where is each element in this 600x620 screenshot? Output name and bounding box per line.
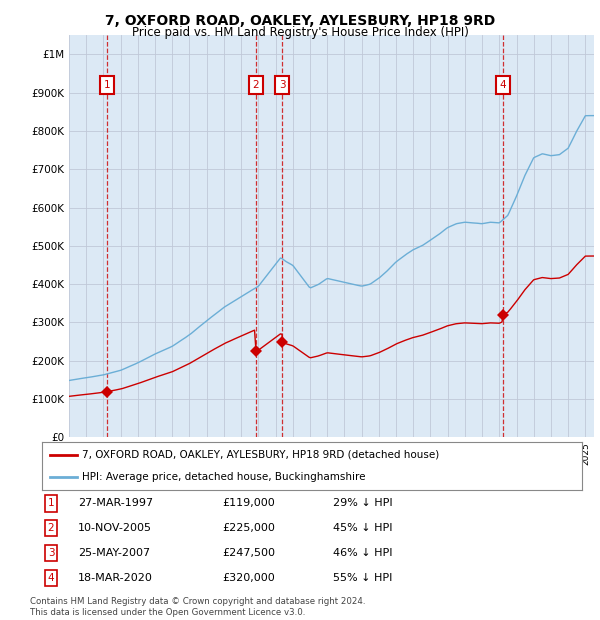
Text: 4: 4 — [500, 80, 506, 90]
Text: 2: 2 — [47, 523, 55, 533]
Text: £225,000: £225,000 — [222, 523, 275, 533]
Text: 29% ↓ HPI: 29% ↓ HPI — [333, 498, 392, 508]
Text: 3: 3 — [47, 548, 55, 558]
Text: 27-MAR-1997: 27-MAR-1997 — [78, 498, 153, 508]
Text: 55% ↓ HPI: 55% ↓ HPI — [333, 573, 392, 583]
Text: 25-MAY-2007: 25-MAY-2007 — [78, 548, 150, 558]
Text: £247,500: £247,500 — [222, 548, 275, 558]
Text: £320,000: £320,000 — [222, 573, 275, 583]
Text: 45% ↓ HPI: 45% ↓ HPI — [333, 523, 392, 533]
Text: 10-NOV-2005: 10-NOV-2005 — [78, 523, 152, 533]
Text: Price paid vs. HM Land Registry's House Price Index (HPI): Price paid vs. HM Land Registry's House … — [131, 26, 469, 39]
Text: HPI: Average price, detached house, Buckinghamshire: HPI: Average price, detached house, Buck… — [83, 472, 366, 482]
Text: 1: 1 — [47, 498, 55, 508]
Text: 46% ↓ HPI: 46% ↓ HPI — [333, 548, 392, 558]
Text: 4: 4 — [47, 573, 55, 583]
Text: 7, OXFORD ROAD, OAKLEY, AYLESBURY, HP18 9RD (detached house): 7, OXFORD ROAD, OAKLEY, AYLESBURY, HP18 … — [83, 450, 440, 460]
Text: 1: 1 — [104, 80, 110, 90]
Text: 3: 3 — [279, 80, 286, 90]
Text: Contains HM Land Registry data © Crown copyright and database right 2024.
This d: Contains HM Land Registry data © Crown c… — [30, 598, 365, 617]
Text: £119,000: £119,000 — [222, 498, 275, 508]
Text: 2: 2 — [253, 80, 259, 90]
Text: 7, OXFORD ROAD, OAKLEY, AYLESBURY, HP18 9RD: 7, OXFORD ROAD, OAKLEY, AYLESBURY, HP18 … — [105, 14, 495, 28]
Text: 18-MAR-2020: 18-MAR-2020 — [78, 573, 153, 583]
